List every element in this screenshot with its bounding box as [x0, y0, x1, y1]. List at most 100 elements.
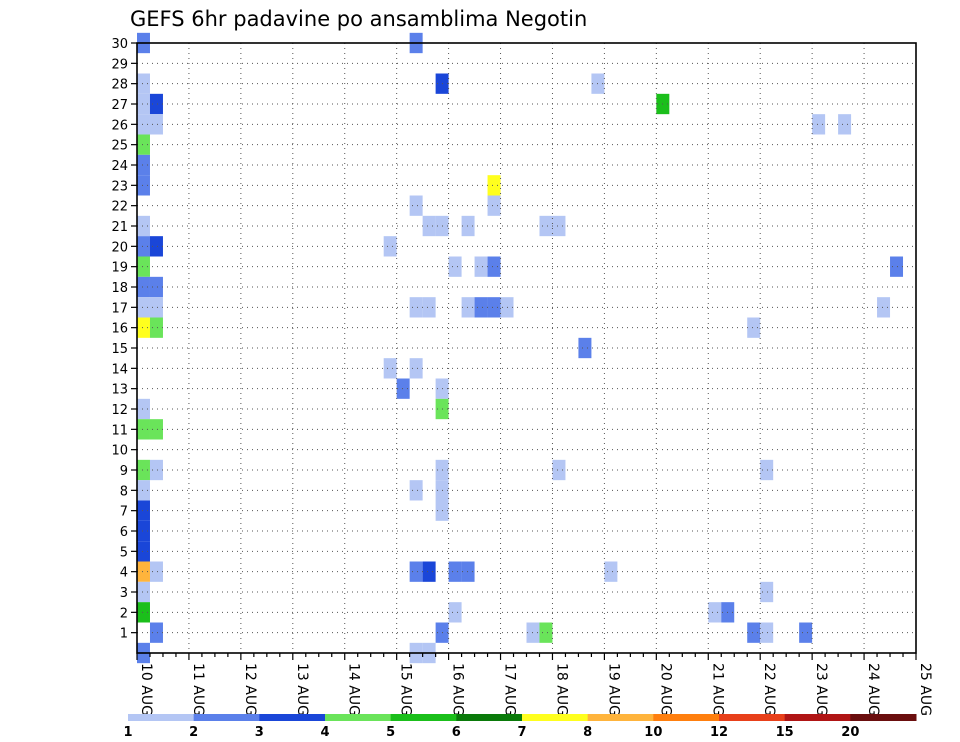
- y-tick-label: 1: [120, 627, 128, 642]
- legend-label: 4: [320, 725, 329, 740]
- x-tick-label: 15 AUG: [398, 663, 414, 716]
- y-tick-label: 9: [120, 464, 128, 479]
- x-tick-label: 22 AUG: [761, 663, 777, 716]
- y-tick-label: 2: [120, 606, 128, 621]
- heatmap-cell: [149, 93, 163, 115]
- heatmap-cell: [422, 297, 436, 318]
- x-tick-label: 19 AUG: [605, 663, 621, 716]
- heatmap-cell: [448, 256, 462, 277]
- heatmap-cell: [422, 561, 436, 582]
- y-tick-label: 20: [111, 240, 128, 255]
- color-legend: 1 2 3 4 5 6 7 8 10 12 15 20: [123, 714, 917, 740]
- heatmap-cell: [708, 602, 722, 623]
- heatmap-cell: [461, 297, 475, 318]
- heatmap-cell: [487, 175, 501, 196]
- heatmap-cell: [137, 154, 150, 176]
- y-tick-label: 13: [111, 383, 128, 398]
- heatmap-cell: [383, 236, 397, 257]
- heatmap-cell: [137, 276, 150, 298]
- heatmap-cell: [137, 398, 150, 420]
- heatmap-cells: [137, 32, 904, 664]
- heatmap-cell: [137, 297, 150, 318]
- heatmap-cell: [487, 195, 501, 216]
- x-tick-label: 20 AUG: [657, 663, 673, 716]
- y-tick-label: 21: [111, 220, 128, 235]
- legend-swatch: [653, 714, 720, 721]
- y-tick-label: 8: [120, 484, 128, 499]
- legend-swatch: [719, 714, 786, 721]
- legend-label: 3: [255, 725, 264, 740]
- heatmap-cell: [799, 622, 813, 643]
- heatmap-cell: [474, 256, 488, 277]
- heatmap-cell: [448, 561, 462, 582]
- heatmap-cell: [137, 93, 150, 115]
- heatmap-cell: [552, 459, 566, 481]
- x-tick-label: 21 AUG: [709, 663, 725, 716]
- legend-label: 20: [841, 725, 859, 740]
- legend-swatch: [522, 714, 589, 721]
- legend-swatch: [259, 714, 326, 721]
- y-tick-label: 4: [120, 566, 128, 581]
- grid-lines: [137, 42, 916, 653]
- heatmap-cell: [409, 480, 423, 501]
- heatmap-cell: [448, 602, 462, 623]
- heatmap-cell: [137, 215, 150, 237]
- x-tick-label: 16 AUG: [450, 663, 466, 716]
- y-tick-label: 30: [111, 37, 128, 52]
- y-tick-label: 25: [111, 139, 128, 154]
- heatmap-cell: [474, 297, 488, 318]
- heatmap-cell: [877, 297, 891, 318]
- x-tick-label: 14 AUG: [346, 663, 362, 716]
- heatmap-cell: [137, 541, 150, 562]
- y-tick-label: 18: [111, 281, 128, 296]
- y-tick-label: 7: [120, 505, 128, 520]
- y-tick-label: 3: [120, 586, 128, 601]
- heatmap-cell: [747, 622, 761, 643]
- heatmap-cell: [409, 297, 423, 318]
- heatmap-cell: [760, 622, 774, 643]
- heatmap-cell: [137, 236, 150, 257]
- heatmap-cell: [149, 276, 163, 298]
- legend-label: 7: [517, 725, 526, 740]
- x-tick-label: 24 AUG: [865, 663, 881, 716]
- legend-label: 5: [386, 725, 395, 740]
- heatmap-cell: [137, 73, 150, 94]
- y-tick-label: 19: [111, 261, 128, 276]
- x-tick-label: 23 AUG: [813, 663, 829, 716]
- legend-swatch: [587, 714, 654, 721]
- x-tick-label: 11 AUG: [190, 663, 206, 716]
- heatmap-cell: [137, 256, 150, 277]
- heatmap-cell: [604, 561, 618, 582]
- legend-swatch: [193, 714, 260, 721]
- heatmap-cell: [137, 175, 150, 196]
- heatmap-cell: [461, 561, 475, 582]
- heatmap-cell: [149, 317, 163, 338]
- heatmap-cell: [812, 114, 826, 135]
- y-tick-label: 5: [120, 545, 128, 560]
- heatmap-cell: [137, 317, 150, 338]
- heatmap-cell: [137, 520, 150, 542]
- y-tick-label: 6: [120, 525, 128, 540]
- heatmap-cell: [539, 622, 553, 643]
- y-tick-label: 15: [111, 342, 128, 357]
- heatmap-cell: [890, 256, 904, 277]
- heatmap-cell: [149, 114, 163, 135]
- heatmap-cell: [409, 195, 423, 216]
- y-tick-label: 11: [111, 423, 128, 438]
- heatmap-cell: [409, 358, 423, 379]
- legend-swatch: [784, 714, 851, 721]
- y-tick-label: 17: [111, 301, 128, 316]
- x-axis: 10 AUG 11 AUG 12 AUG 13 AUG 14 AUG 15 AUG 16 A…: [136, 653, 933, 716]
- legend-label: 10: [644, 725, 662, 740]
- x-tick-label: 18 AUG: [553, 663, 569, 716]
- heatmap-cell: [137, 602, 150, 623]
- x-tick-label: 25 AUG: [917, 663, 933, 716]
- y-tick-label: 27: [111, 98, 128, 113]
- legend-label: 15: [776, 725, 794, 740]
- heatmap-cell: [539, 215, 553, 237]
- y-tick-label: 26: [111, 118, 128, 133]
- heatmap-cell: [137, 419, 150, 440]
- heatmap-cell: [487, 256, 501, 277]
- x-tick-label: 12 AUG: [242, 663, 258, 716]
- heatmap-cell: [149, 561, 163, 582]
